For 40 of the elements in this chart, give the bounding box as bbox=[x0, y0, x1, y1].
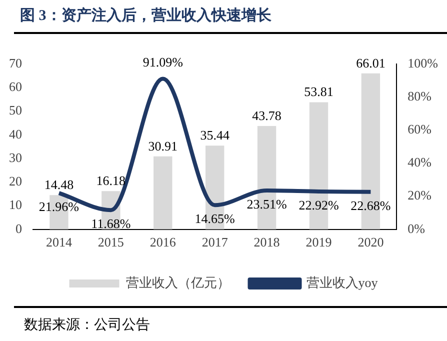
y-tick-label: 50 bbox=[9, 102, 22, 118]
y2-tick-label: 0% bbox=[408, 220, 426, 236]
data-label: 43.78 bbox=[252, 108, 282, 123]
y2-tick-label: 20% bbox=[408, 188, 432, 203]
data-label: 30.91 bbox=[148, 138, 178, 154]
data-label: 14.65% bbox=[194, 211, 236, 226]
chart-title: 图 3：资产注入后，营业收入快速增长 bbox=[20, 6, 272, 25]
y-tick-label: 60 bbox=[9, 79, 22, 94]
source-note: 数据来源：公司公告 bbox=[24, 316, 150, 334]
y-tick-label: 30 bbox=[9, 150, 22, 165]
y-tick-label: 0 bbox=[16, 220, 22, 236]
y2-tick-label: 100% bbox=[408, 55, 438, 70]
data-label: 22.92% bbox=[298, 197, 339, 212]
x-tick-label: 2017 bbox=[202, 234, 228, 250]
data-label: 11.68% bbox=[91, 216, 131, 232]
x-tick-label: 2016 bbox=[150, 234, 176, 250]
x-tick-label: 2015 bbox=[98, 234, 124, 250]
data-label: 91.09% bbox=[142, 54, 184, 70]
legend-label: 营业收入yoy bbox=[306, 274, 378, 290]
y-tick-label: 40 bbox=[9, 126, 22, 142]
y2-tick-label: 40% bbox=[408, 154, 432, 170]
bar bbox=[154, 156, 172, 230]
y-tick-label: 10 bbox=[9, 197, 22, 212]
x-tick-label: 2020 bbox=[358, 234, 384, 250]
y2-tick-label: 80% bbox=[408, 88, 432, 104]
y-tick-label: 20 bbox=[9, 174, 22, 189]
legend-label: 营业收入（亿元） bbox=[126, 274, 230, 290]
y-tick-label: 70 bbox=[9, 55, 22, 70]
data-label: 23.51% bbox=[246, 196, 287, 212]
x-tick-label: 2018 bbox=[254, 234, 280, 250]
data-label: 21.96% bbox=[38, 199, 80, 214]
data-label: 53.81 bbox=[304, 84, 334, 100]
data-label: 16.18 bbox=[96, 173, 126, 188]
data-label: 14.48 bbox=[44, 177, 74, 192]
y2-tick-label: 60% bbox=[408, 122, 432, 137]
data-label: 35.44 bbox=[200, 128, 230, 143]
data-label: 66.01 bbox=[356, 55, 386, 70]
x-tick-label: 2019 bbox=[306, 234, 332, 250]
data-label: 22.68% bbox=[350, 198, 391, 213]
x-tick-label: 2014 bbox=[46, 234, 72, 250]
